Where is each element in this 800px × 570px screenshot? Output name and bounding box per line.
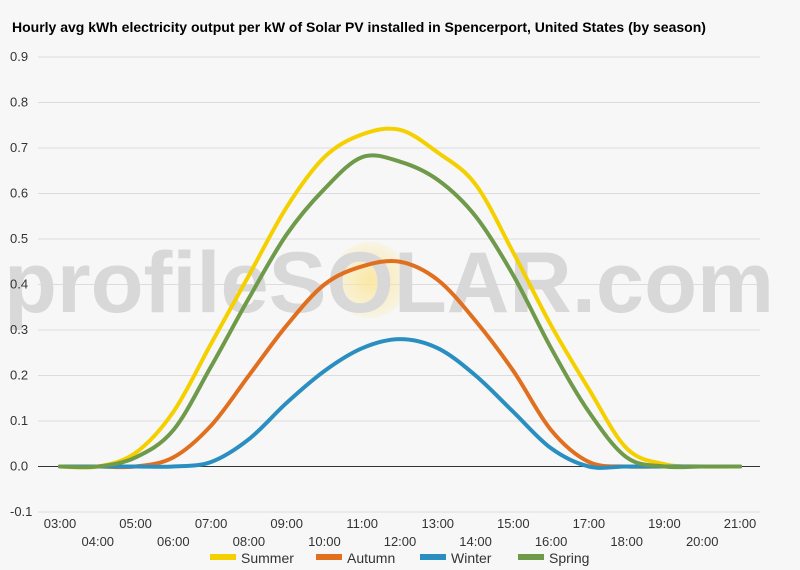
legend-label-winter: Winter <box>451 550 492 566</box>
y-tick-label: 0.7 <box>10 140 28 155</box>
series-line-winter <box>58 337 742 470</box>
x-tick-label: 04:00 <box>82 534 115 549</box>
legend-swatch-autumn <box>316 554 342 560</box>
legend-label-autumn: Autumn <box>347 550 395 566</box>
x-tick-label: 16:00 <box>535 534 568 549</box>
x-tick-label: 07:00 <box>195 516 228 531</box>
y-tick-label: -0.1 <box>10 504 32 519</box>
y-tick-label: 0.6 <box>10 186 28 201</box>
y-tick-label: 0.3 <box>10 322 28 337</box>
legend-label-spring: Spring <box>549 550 589 566</box>
x-tick-label: 12:00 <box>384 534 417 549</box>
legend-swatch-winter <box>420 554 446 560</box>
y-tick-label: 0.2 <box>10 368 28 383</box>
x-tick-label: 05:00 <box>119 516 152 531</box>
x-tick-label: 18:00 <box>610 534 643 549</box>
x-tick-label: 20:00 <box>686 534 719 549</box>
y-tick-label: 0.1 <box>10 413 28 428</box>
x-tick-label: 10:00 <box>308 534 341 549</box>
series-line-spring <box>58 153 742 470</box>
series-line-summer <box>58 126 742 470</box>
x-tick-label: 08:00 <box>233 534 266 549</box>
y-tick-label: 0.0 <box>10 459 28 474</box>
y-tick-label: 0.8 <box>10 95 28 110</box>
grid-lines <box>38 56 760 513</box>
x-tick-label: 19:00 <box>648 516 681 531</box>
legend: Summer Autumn Winter Spring <box>210 550 589 566</box>
watermark-text: profileSOLAR.com <box>4 235 774 331</box>
x-tick-label: 11:00 <box>346 516 378 531</box>
x-tick-label: 13:00 <box>422 516 455 531</box>
legend-label-summer: Summer <box>241 550 294 566</box>
series-lines <box>58 126 742 470</box>
x-tick-label: 14:00 <box>459 534 492 549</box>
y-tick-label: 0.5 <box>10 231 28 246</box>
legend-swatch-spring <box>518 554 544 560</box>
x-tick-label: 15:00 <box>497 516 530 531</box>
x-tick-label: 03:00 <box>44 516 77 531</box>
x-tick-label: 06:00 <box>157 534 190 549</box>
y-tick-label: 0.4 <box>10 277 28 292</box>
watermark: profileSOLAR.com <box>4 235 774 331</box>
axes: -0.1 0.0 0.1 0.2 0.3 0.4 0.5 0.6 0.7 0.8 0.9 03:00 0… <box>10 49 756 549</box>
x-tick-label: 21:00 <box>724 516 757 531</box>
chart-title: Hourly avg kWh electricity output per kW… <box>12 19 706 35</box>
x-tick-label: 09:00 <box>270 516 303 531</box>
x-tick-label: 17:00 <box>573 516 606 531</box>
legend-swatch-summer <box>210 554 236 560</box>
y-tick-label: 0.9 <box>10 49 28 64</box>
